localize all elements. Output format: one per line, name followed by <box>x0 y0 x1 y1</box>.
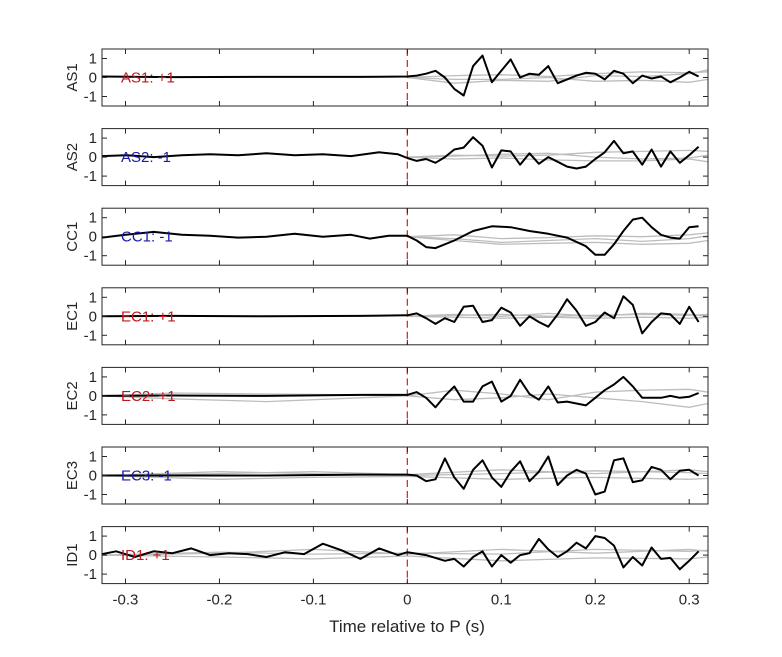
gray-trace <box>102 469 708 477</box>
polarity-annotation: CC1: -1 <box>121 229 173 246</box>
y-axis-label: EC3 <box>64 461 81 490</box>
y-tick-label: 0 <box>89 468 97 485</box>
y-tick-label: -1 <box>84 89 97 106</box>
y-tick-label: -1 <box>84 327 97 344</box>
x-tick-label: -0.2 <box>207 592 233 609</box>
x-axis: -0.3 -0.2 -0.1 0 0.1 0.2 0.3 <box>113 592 700 609</box>
x-tick-label: 0.2 <box>585 592 606 609</box>
x-tick-label: -0.3 <box>113 592 139 609</box>
y-axis-label: CC1 <box>64 222 81 252</box>
y-tick-label: -1 <box>84 168 97 185</box>
y-tick-label: 0 <box>89 229 97 246</box>
black-trace <box>102 295 700 335</box>
y-tick-label: 1 <box>89 210 97 227</box>
gray-trace <box>407 71 708 79</box>
y-tick-label: -1 <box>84 566 97 583</box>
y-tick-label: -1 <box>84 248 97 265</box>
polarity-annotation: AS2: -1 <box>121 149 171 166</box>
y-axis-label: AS2 <box>64 143 81 171</box>
x-tick-label: 0.3 <box>679 592 700 609</box>
black-trace <box>102 54 700 97</box>
black-trace <box>102 216 699 256</box>
y-tick-label: 0 <box>89 70 97 87</box>
gray-trace <box>407 149 708 158</box>
y-tick-label: 0 <box>89 388 97 405</box>
x-tick-label: 0 <box>403 592 411 609</box>
black-trace <box>102 136 700 170</box>
y-tick-label: -1 <box>84 407 97 424</box>
black-trace <box>102 535 700 571</box>
polarity-annotation: EC2: +1 <box>121 388 176 405</box>
black-trace <box>102 455 700 496</box>
polarity-annotation: AS1: +1 <box>121 70 175 87</box>
y-tick-label: 0 <box>89 547 97 564</box>
gray-trace <box>102 554 708 562</box>
y-tick-label: 1 <box>89 369 97 386</box>
y-tick-label: 1 <box>89 449 97 466</box>
gray-traces <box>102 388 708 408</box>
y-tick-label: 1 <box>89 289 97 306</box>
x-tick-label: -0.1 <box>300 592 326 609</box>
y-tick-label: -1 <box>84 487 97 504</box>
y-tick-label: 0 <box>89 308 97 325</box>
polarity-annotation: ID1: +1 <box>121 547 170 564</box>
y-axis-label: EC2 <box>64 381 81 410</box>
x-axis-label: Time relative to P (s) <box>329 617 485 636</box>
y-axis-label: EC1 <box>64 302 81 331</box>
gray-trace <box>407 315 708 319</box>
y-tick-label: 1 <box>89 51 97 68</box>
gray-traces <box>407 149 708 163</box>
gray-trace <box>102 395 408 403</box>
black-trace <box>102 375 699 409</box>
gray-trace <box>407 236 708 245</box>
x-tick-label: 0.1 <box>491 592 512 609</box>
gray-trace <box>102 470 708 477</box>
polarity-annotation: EC1: +1 <box>121 308 176 325</box>
y-tick-label: 1 <box>89 130 97 147</box>
y-axis-label: AS1 <box>64 63 81 91</box>
gray-traces <box>407 312 708 319</box>
y-tick-label: 1 <box>89 528 97 545</box>
y-axis-label: ID1 <box>64 543 81 566</box>
polarity-annotation: EC3: -1 <box>121 468 172 485</box>
gray-trace <box>407 312 708 317</box>
gray-trace <box>407 156 708 163</box>
gray-trace <box>407 76 708 83</box>
y-tick-label: 0 <box>89 149 97 166</box>
